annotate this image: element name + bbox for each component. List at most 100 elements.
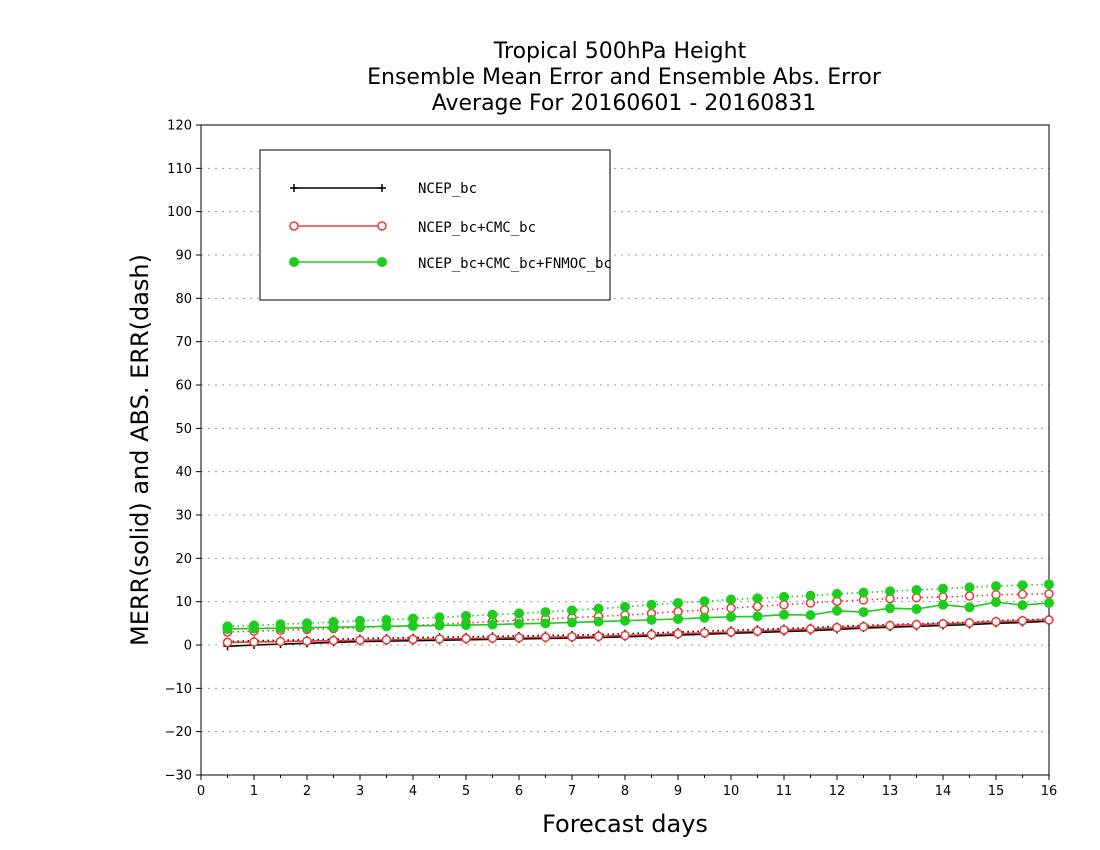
abs-err-point: [1017, 589, 1028, 600]
x-tick-label: 11: [776, 784, 793, 799]
abs-err-point: [567, 605, 577, 616]
abs-err-point: [540, 607, 551, 618]
merr-point: [302, 622, 312, 633]
y-tick-label: 50: [175, 422, 192, 437]
merr-point: [646, 629, 657, 640]
merr-point: [514, 618, 524, 629]
abs-err-point: [726, 594, 736, 605]
x-tick-label: 3: [356, 784, 364, 799]
merr-point: [408, 620, 418, 631]
x-tick-label: 9: [674, 784, 682, 799]
x-axis-title: Forecast days: [542, 810, 708, 838]
y-tick-label: −20: [165, 725, 192, 740]
abs-err-point: [938, 583, 948, 594]
x-tick-label: 16: [1041, 784, 1058, 799]
abs-err-point: [752, 593, 763, 604]
legend-swatch-marker: [289, 221, 299, 231]
merr-point: [699, 612, 710, 623]
merr-point: [567, 632, 577, 642]
x-tick-label: 14: [935, 784, 952, 799]
merr-point: [514, 632, 524, 643]
x-tick-label: 2: [303, 784, 311, 799]
y-tick-label: −10: [165, 682, 192, 697]
merr-point: [779, 609, 789, 620]
legend: NCEP_bc NCEP_bc+CMC_bc NCEP_bc+CMC_bc+FN…: [259, 149, 612, 301]
merr-point: [991, 616, 1001, 627]
y-tick-label: 120: [167, 119, 192, 134]
merr-point: [381, 621, 392, 632]
merr-point: [275, 623, 286, 634]
merr-point: [1044, 615, 1054, 625]
y-tick-label: 110: [167, 162, 192, 177]
merr-point: [832, 622, 842, 633]
merr-point: [805, 624, 816, 634]
merr-point: [593, 616, 604, 627]
merr-point: [832, 605, 842, 616]
merr-point: [593, 631, 604, 642]
x-axis: 0 1 2 3 4 5 6 7 8 9 10 11 12 13 14 15 16: [197, 775, 1057, 799]
merr-point: [328, 622, 339, 633]
merr-point: [461, 633, 471, 644]
abs-err-point: [911, 584, 922, 595]
x-tick-label: 5: [462, 784, 470, 799]
abs-err-point: [726, 603, 736, 613]
x-tick-label: 8: [621, 784, 629, 799]
merr-point: [858, 607, 869, 618]
merr-point: [911, 619, 922, 630]
abs-err-point: [964, 582, 975, 593]
title-line-2: Ensemble Mean Error and Ensemble Abs. Er…: [367, 65, 882, 90]
merr-point: [938, 619, 948, 629]
merr-point: [726, 627, 736, 637]
y-tick-label: 100: [167, 205, 192, 220]
chart-title: Tropical 500hPa Height Ensemble Mean Err…: [367, 39, 882, 116]
legend-swatch-marker: [290, 184, 298, 192]
x-tick-label: 7: [568, 784, 576, 799]
merr-point: [673, 628, 683, 639]
abs-err-point: [699, 596, 710, 607]
y-tick-label: 90: [175, 249, 192, 264]
merr-line: [227, 619, 1050, 644]
x-tick-label: 15: [988, 784, 1005, 799]
abs-err-point: [514, 608, 524, 619]
abs-err-point: [1017, 580, 1028, 591]
legend-box: [259, 149, 611, 301]
merr-point: [540, 632, 551, 642]
legend-swatch-marker: [377, 257, 387, 267]
merr-point: [434, 634, 445, 644]
y-axis-title: MERR(solid) and ABS. ERR(dash): [126, 254, 154, 646]
title-line-1: Tropical 500hPa Height: [493, 39, 747, 64]
merr-point: [222, 637, 233, 648]
merr-point: [222, 623, 233, 634]
merr-point: [249, 637, 259, 647]
merr-point: [355, 621, 365, 632]
merr-point: [964, 602, 975, 613]
merr-point: [355, 635, 365, 645]
x-tick-label: 4: [409, 784, 417, 799]
legend-label-ncep-cmc-fnmoc: NCEP_bc+CMC_bc+FNMOC_bc: [418, 256, 612, 272]
merr-point: [673, 614, 683, 624]
y-tick-label: 10: [175, 595, 192, 610]
abs-err-point: [964, 591, 975, 601]
merr-point: [620, 615, 630, 626]
y-tick-label: 60: [175, 379, 192, 394]
y-tick-label: 30: [175, 509, 192, 524]
legend-items: [289, 184, 387, 267]
merr-point: [646, 614, 657, 625]
y-tick-label: 0: [184, 639, 192, 654]
title-line-3: Average For 20160601 - 20160831: [432, 91, 817, 116]
merr-point: [726, 611, 736, 622]
merr-point: [938, 599, 948, 610]
merr-point: [964, 618, 975, 628]
merr-point: [487, 633, 498, 643]
merr-point: [381, 635, 392, 645]
abs-err-point: [779, 591, 789, 602]
merr-point: [487, 619, 498, 630]
series-layer: [222, 579, 1054, 651]
merr-point: [434, 620, 445, 631]
abs-err-point: [487, 609, 498, 620]
legend-label-ncep-cmc: NCEP_bc+CMC_bc: [418, 220, 536, 236]
y-tick-label: 70: [175, 335, 192, 350]
abs-err-point: [991, 581, 1001, 592]
